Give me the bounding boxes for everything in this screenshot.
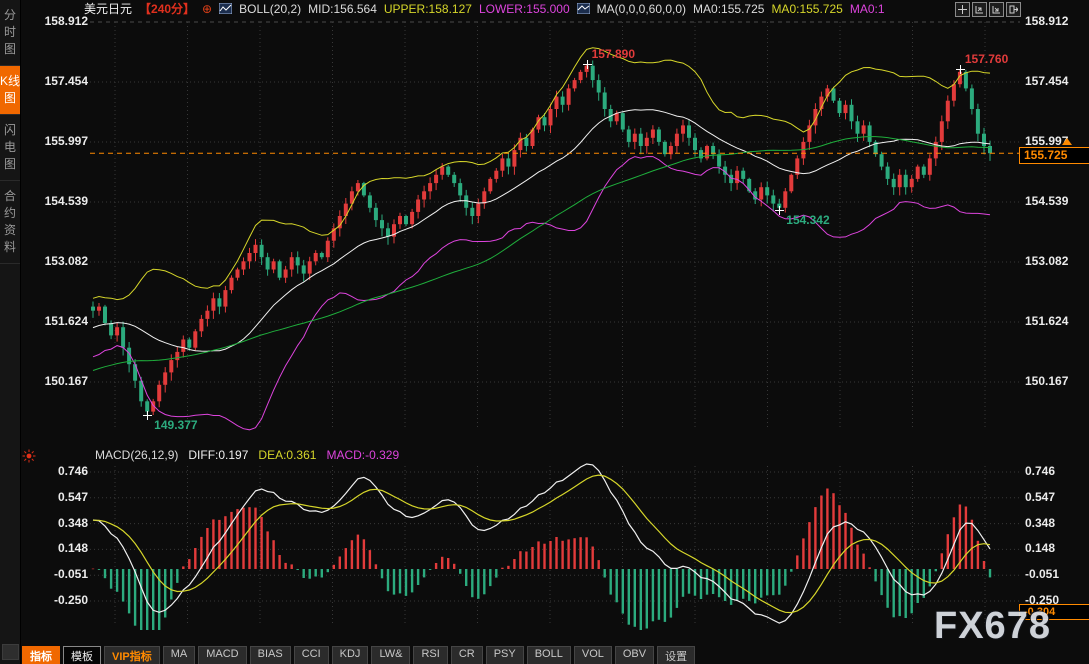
boll-lower-value: LOWER:155.000 — [478, 1, 570, 16]
indicator-toolbar: 指标 模板 VIP指标 MA MACD BIAS CCI KDJ LW& RSI CR PSY BOLL… — [22, 646, 696, 664]
toolbar-button-PSY[interactable]: PSY — [485, 646, 524, 664]
price-axis-label-left: 150.167 — [44, 374, 88, 388]
toolbar-button-指标[interactable]: 指标 — [22, 646, 60, 664]
toolbar-button-BOLL[interactable]: BOLL — [526, 646, 571, 664]
macd-axis-label-left: 0.547 — [57, 489, 88, 504]
price-axis-label-left: 157.454 — [44, 74, 88, 88]
macd-axis-label-left: 0.348 — [57, 515, 88, 530]
pane-zoom-out-icon[interactable] — [989, 2, 1004, 17]
current-macd-box: -0.304 — [1019, 604, 1089, 620]
toolbar-button-RSI[interactable]: RSI — [413, 646, 448, 664]
macd-axis-label-left: 0.746 — [57, 464, 88, 478]
price-axis-label-right: 158.912 — [1025, 14, 1069, 28]
price-axis-label-left: 151.624 — [44, 314, 88, 328]
toolbar-button-设置[interactable]: 设置 — [657, 646, 696, 664]
macd-axis-label-left: -0.051 — [53, 567, 88, 582]
annotation-cross-icon — [955, 65, 965, 75]
price-axis-label-right: 153.082 — [1025, 254, 1069, 268]
price-axis-label-left: 155.997 — [44, 134, 88, 148]
main-chart-canvas[interactable] — [90, 10, 1022, 440]
sidebar-tab-合约资料[interactable]: 合约资料 — [0, 181, 20, 264]
toolbar-button-KDJ[interactable]: KDJ — [331, 646, 369, 664]
chart-type-sidebar: 分时图 K线图 闪电图 合约资料 — [0, 0, 21, 664]
macd-hist-value: MACD:-0.329 — [326, 448, 400, 462]
toolbar-button-VOL[interactable]: VOL — [573, 646, 612, 664]
annotation-cross-icon — [143, 410, 153, 420]
toolbar-button-CCI[interactable]: CCI — [293, 646, 329, 664]
price-axis-label-right: 150.167 — [1025, 374, 1069, 388]
price-axis-label-left: 158.912 — [44, 14, 88, 28]
price-annotation: 157.760 — [964, 52, 1009, 67]
symbol-name: 美元日元 — [84, 2, 133, 16]
toolbar-button-MACD[interactable]: MACD — [198, 646, 247, 664]
price-axis-label-left: 153.082 — [44, 254, 88, 268]
toolbar-button-OBV[interactable]: OBV — [614, 646, 655, 664]
price-axis-label-right: 157.454 — [1025, 74, 1069, 88]
ma0-value-yellow: MA0:155.725 — [771, 1, 843, 16]
price-axis-label-left: 154.539 — [44, 194, 88, 208]
chart-header: 美元日元 【240分】 ⊕ BOLL(20,2) MID:156.564 UPP… — [84, 1, 885, 17]
toolbar-button-MA[interactable]: MA — [162, 646, 196, 664]
macd-dea-value: DEA:0.361 — [258, 448, 317, 462]
boll-params: BOLL(20,2) — [239, 1, 302, 16]
toolbar-button-BIAS[interactable]: BIAS — [249, 646, 291, 664]
crosshair-tool-icon[interactable] — [955, 2, 970, 17]
current-price-box: 155.725 — [1019, 147, 1089, 164]
macd-axis-label-right: 0.746 — [1025, 464, 1056, 478]
price-axis-label-right: 154.539 — [1025, 194, 1069, 208]
indicator-sun-icon[interactable] — [22, 449, 36, 468]
price-axis-label-right: 151.624 — [1025, 314, 1069, 328]
macd-axis-label-right: -0.051 — [1025, 567, 1060, 582]
price-annotation: 157.890 — [591, 47, 636, 62]
fx678-watermark: FX678 — [934, 605, 1051, 647]
annotation-cross-icon — [582, 60, 592, 70]
toolbar-button-LW&[interactable]: LW& — [371, 646, 411, 664]
boll-upper-value: UPPER:158.127 — [383, 1, 472, 16]
annotation-cross-icon — [775, 206, 785, 216]
pane-exit-icon[interactable] — [1006, 2, 1021, 17]
toolbar-button-VIP指标[interactable]: VIP指标 — [104, 646, 160, 664]
boll-chart-icon[interactable] — [218, 2, 233, 15]
macd-axis-label-right: 0.547 — [1025, 489, 1056, 504]
x-axis-row: 240分 ▲ 10/1510/2511/0611/1811/2812/20 20… — [0, 628, 1089, 646]
macd-axis-label-left: 0.148 — [57, 541, 88, 556]
ma-chart-icon[interactable] — [576, 2, 591, 15]
price-annotation: 154.342 — [786, 213, 830, 228]
macd-header: MACD(26,12,9) DIFF:0.197 DEA:0.361 MACD:… — [95, 448, 399, 462]
pane-zoom-in-icon[interactable] — [972, 2, 987, 17]
toolbar-button-模板[interactable]: 模板 — [63, 646, 101, 664]
price-marker-arrow-icon — [1062, 138, 1072, 145]
ma0-value-magenta: MA0:1 — [849, 1, 885, 16]
sidebar-resize-handle[interactable] — [2, 644, 19, 660]
macd-chart-canvas[interactable] — [90, 462, 1022, 630]
price-axis-label-right: 155.997 — [1025, 134, 1069, 148]
sidebar-tab-分时图[interactable]: 分时图 — [0, 0, 20, 66]
period-label: 【240分】 — [139, 2, 196, 16]
sidebar-tab-闪电图[interactable]: 闪电图 — [0, 115, 20, 181]
price-annotation: 149.377 — [154, 417, 198, 432]
macd-axis-label-right: -0.250 — [1025, 593, 1060, 607]
ma-params: MA(0,0,0,60,0,0) — [596, 1, 687, 16]
boll-mid-value: MID:156.564 — [308, 1, 377, 16]
macd-axis-label-right: 0.148 — [1025, 541, 1056, 556]
window-toolbar — [955, 2, 1021, 17]
ma0-value-white: MA0:155.725 — [693, 1, 765, 16]
macd-diff-value: DIFF:0.197 — [188, 448, 249, 462]
macd-axis-label-right: 0.348 — [1025, 515, 1056, 530]
add-circle-icon[interactable]: ⊕ — [202, 1, 213, 16]
macd-params: MACD(26,12,9) — [95, 448, 179, 462]
sidebar-tab-K线图[interactable]: K线图 — [0, 66, 20, 115]
toolbar-button-CR[interactable]: CR — [450, 646, 483, 664]
macd-axis-label-left: -0.250 — [53, 593, 88, 607]
